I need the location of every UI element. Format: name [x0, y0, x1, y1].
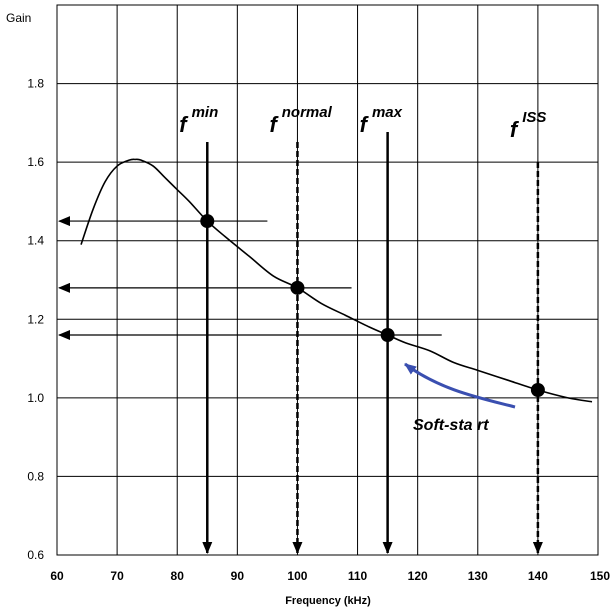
marker-label-max: f max — [360, 104, 403, 137]
soft-start-arrow — [404, 362, 516, 409]
y-tick-label: 0.6 — [27, 548, 44, 562]
intersection-points — [200, 214, 545, 397]
x-axis-label: Frequency (kHz) — [285, 595, 371, 607]
x-axis: 60 70 80 90 100 110 120 130 140 150 — [50, 569, 610, 583]
x-tick-label: 110 — [348, 569, 368, 583]
grid — [57, 4, 598, 556]
x-tick-label: 130 — [468, 569, 488, 583]
frequency-markers: f min f normal f max f ISS — [179, 104, 547, 554]
gain-readout-arrows — [58, 216, 442, 340]
x-tick-label: 100 — [287, 569, 307, 583]
soft-start-label: Soft-stа rt — [413, 417, 489, 434]
series-line-gain — [80, 158, 593, 403]
x-tick-label: 80 — [171, 569, 185, 583]
x-tick-label: 120 — [408, 569, 428, 583]
marker-label-min: f min — [179, 104, 218, 137]
x-tick-label: 150 — [590, 569, 610, 583]
intersection-point — [290, 280, 305, 295]
marker-label-normal: f normal — [269, 104, 332, 137]
marker-label-iss: f ISS — [510, 109, 547, 142]
y-tick-label: 1.0 — [27, 391, 44, 405]
intersection-point — [380, 328, 395, 342]
x-tick-label: 60 — [50, 569, 64, 583]
y-axis-label: Gain — [6, 11, 31, 25]
y-tick-label: 1.8 — [27, 77, 44, 91]
x-tick-label: 70 — [110, 569, 124, 583]
y-tick-label: 0.8 — [27, 469, 44, 483]
y-tick-label: 1.4 — [27, 234, 44, 248]
intersection-point — [530, 383, 545, 397]
x-tick-label: 90 — [231, 569, 245, 583]
intersection-point — [200, 214, 215, 229]
x-tick-label: 140 — [528, 569, 548, 583]
y-tick-label: 1.2 — [27, 312, 44, 326]
y-axis: 0.6 0.8 1.0 1.2 1.4 1.6 1.8 — [27, 77, 44, 562]
plot-frame — [56, 4, 599, 556]
y-tick-label: 1.6 — [27, 155, 44, 169]
